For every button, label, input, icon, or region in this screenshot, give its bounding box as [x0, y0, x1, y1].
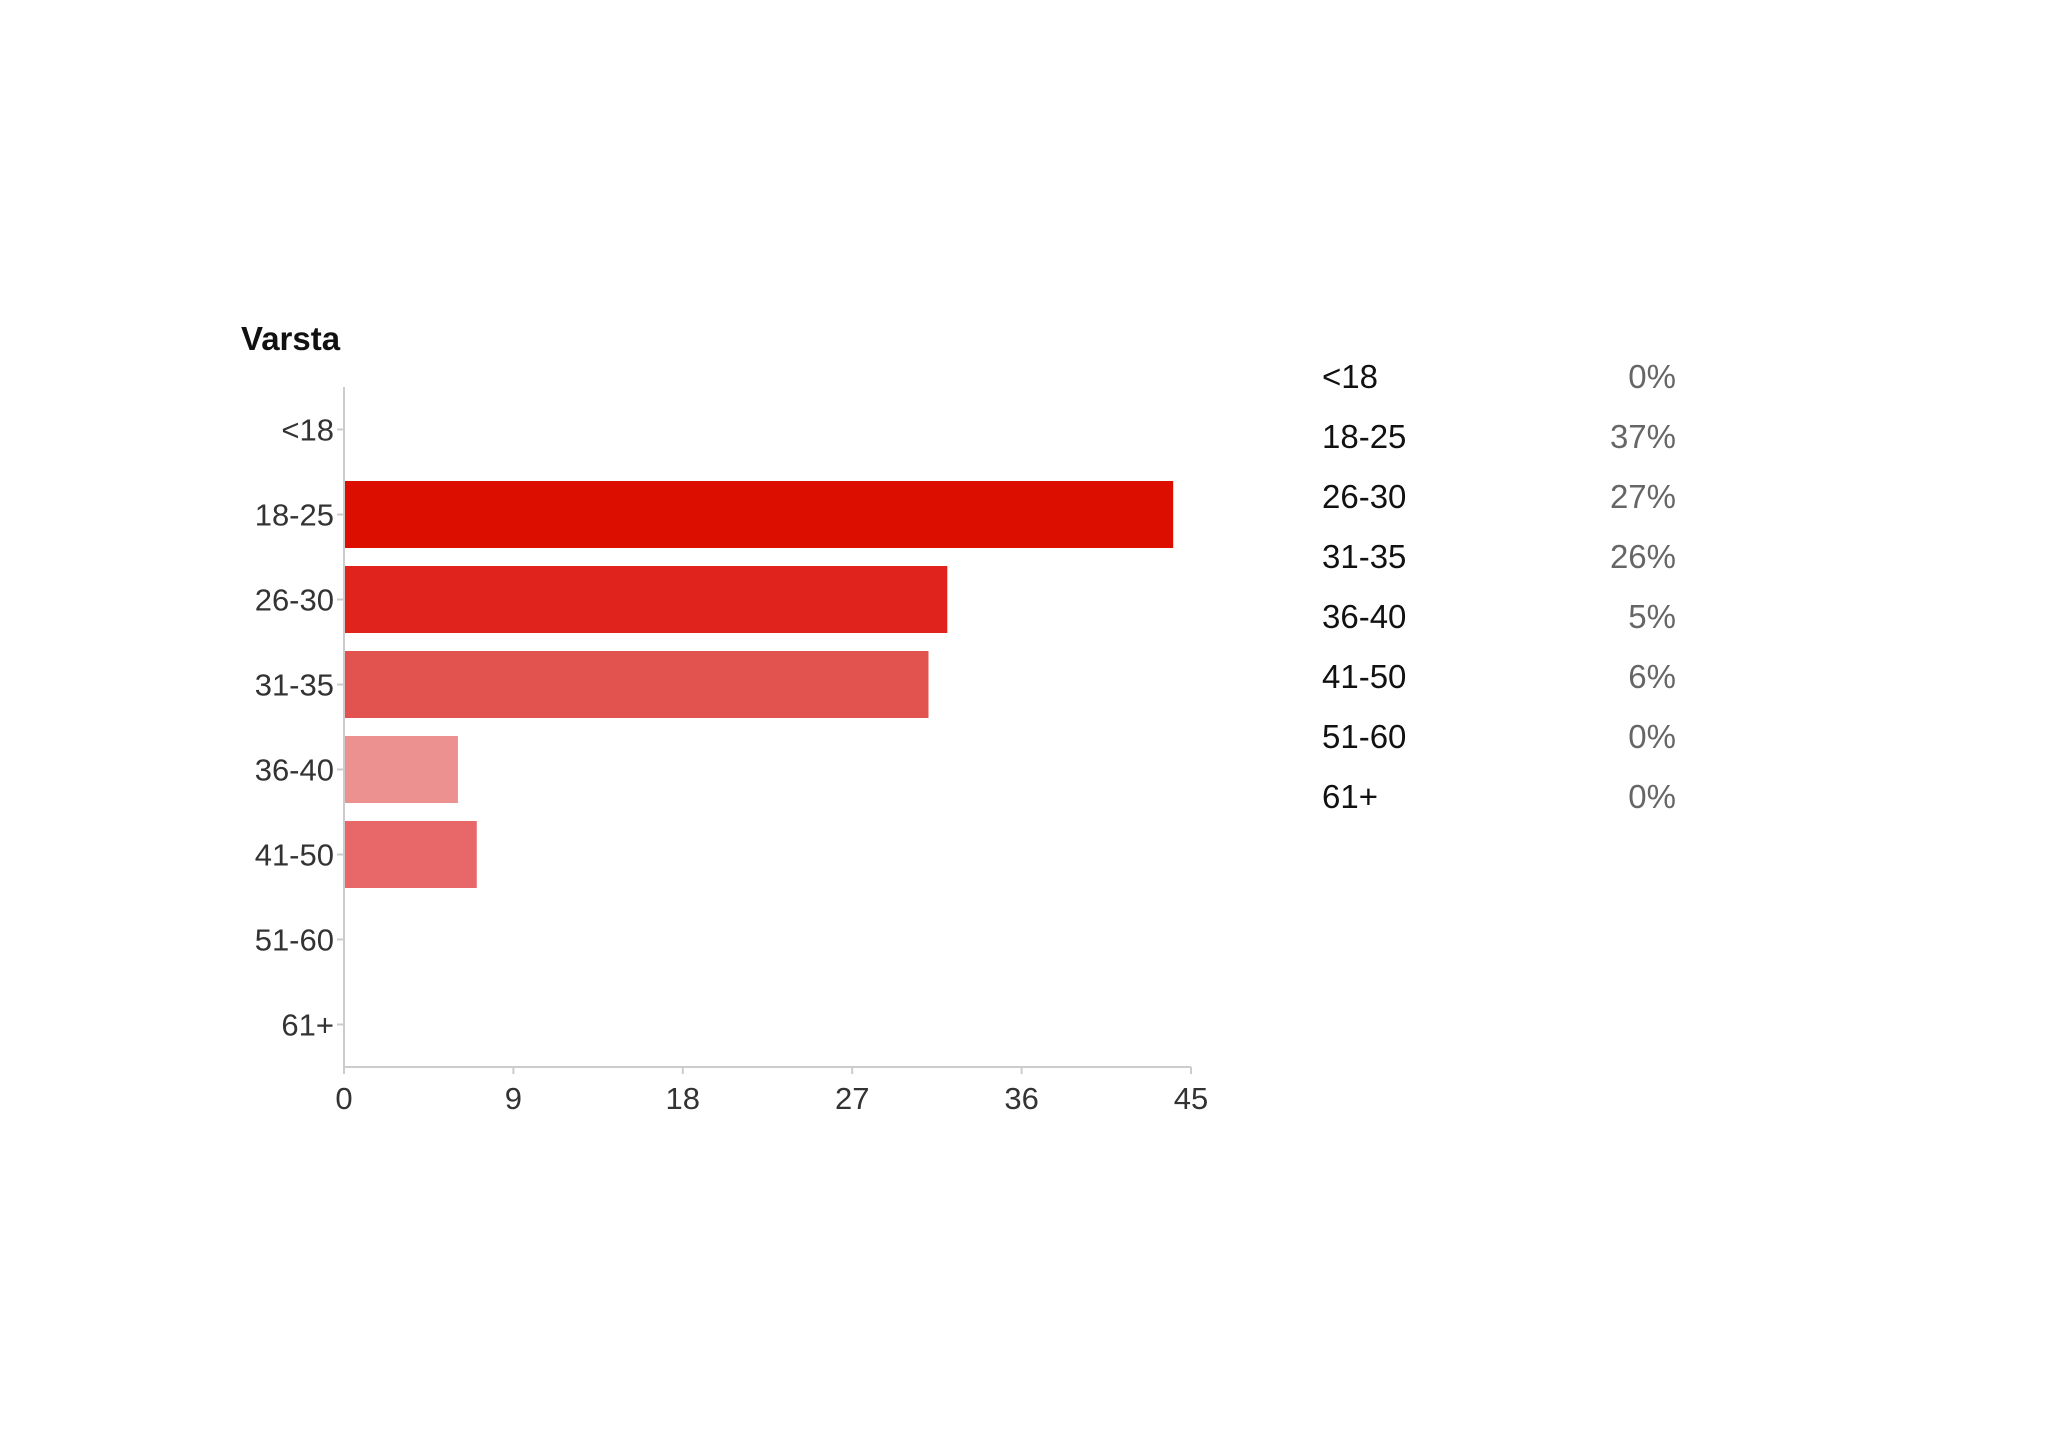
legend-percent: 5% [1628, 598, 1676, 635]
x-axis-labels: 0 9 18 27 36 45 [335, 1081, 1208, 1116]
legend-category: 18-25 [1322, 418, 1407, 455]
y-tick-label: 31-35 [255, 668, 334, 703]
y-tick-label: <18 [281, 413, 334, 448]
legend-category: 36-40 [1322, 598, 1407, 635]
legend-row: 36-40 5% [1322, 598, 1676, 658]
legend-row: 18-25 37% [1322, 418, 1676, 478]
x-tick-label: 27 [835, 1081, 869, 1116]
bar-18-25[interactable] [345, 481, 1174, 548]
x-tick-label: 9 [505, 1081, 522, 1116]
axes-group [337, 387, 1192, 1074]
y-tick-label: 51-60 [255, 923, 334, 958]
x-tick-label: 45 [1174, 1081, 1208, 1116]
y-tick-label: 26-30 [255, 583, 334, 618]
legend-table: <18 0% 18-25 37% 26-30 27% 31-35 26% 36-40 5% 41-5… [1322, 358, 1676, 838]
y-tick-label: 18-25 [255, 498, 334, 533]
legend-percent: 0% [1628, 358, 1676, 395]
legend-row: 61+ 0% [1322, 778, 1676, 838]
x-tick-label: 18 [666, 1081, 700, 1116]
x-tick-label: 36 [1004, 1081, 1038, 1116]
legend-category: <18 [1322, 358, 1378, 395]
legend-category: 31-35 [1322, 538, 1407, 575]
bar-36-40[interactable] [345, 736, 458, 803]
legend-row: 26-30 27% [1322, 478, 1676, 538]
legend-row: 31-35 26% [1322, 538, 1676, 598]
legend-percent: 0% [1628, 718, 1676, 755]
legend-percent: 27% [1609, 478, 1676, 515]
legend-category: 61+ [1322, 778, 1378, 815]
legend-row: 51-60 0% [1322, 718, 1676, 778]
chart-title: Varsta [241, 320, 341, 357]
bar-41-50[interactable] [345, 821, 477, 888]
legend-category: 51-60 [1322, 718, 1407, 755]
legend-percent: 0% [1628, 778, 1676, 815]
legend-category: 41-50 [1322, 658, 1407, 695]
bar-26-30[interactable] [345, 566, 948, 633]
legend-percent: 6% [1628, 658, 1676, 695]
legend-row: <18 0% [1322, 358, 1676, 418]
y-tick-label: 41-50 [255, 838, 334, 873]
bars-group [345, 481, 1174, 888]
y-tick-label: 61+ [281, 1008, 334, 1043]
bar-31-35[interactable] [345, 651, 929, 718]
legend-row: 41-50 6% [1322, 658, 1676, 718]
legend-category: 26-30 [1322, 478, 1407, 515]
legend-percent: 26% [1609, 538, 1676, 575]
y-tick-label: 36-40 [255, 753, 334, 788]
y-axis-labels: <18 18-25 26-30 31-35 36-40 41-50 51-60 61+ [255, 413, 334, 1043]
legend-percent: 37% [1609, 418, 1676, 455]
x-tick-label: 0 [335, 1081, 352, 1116]
